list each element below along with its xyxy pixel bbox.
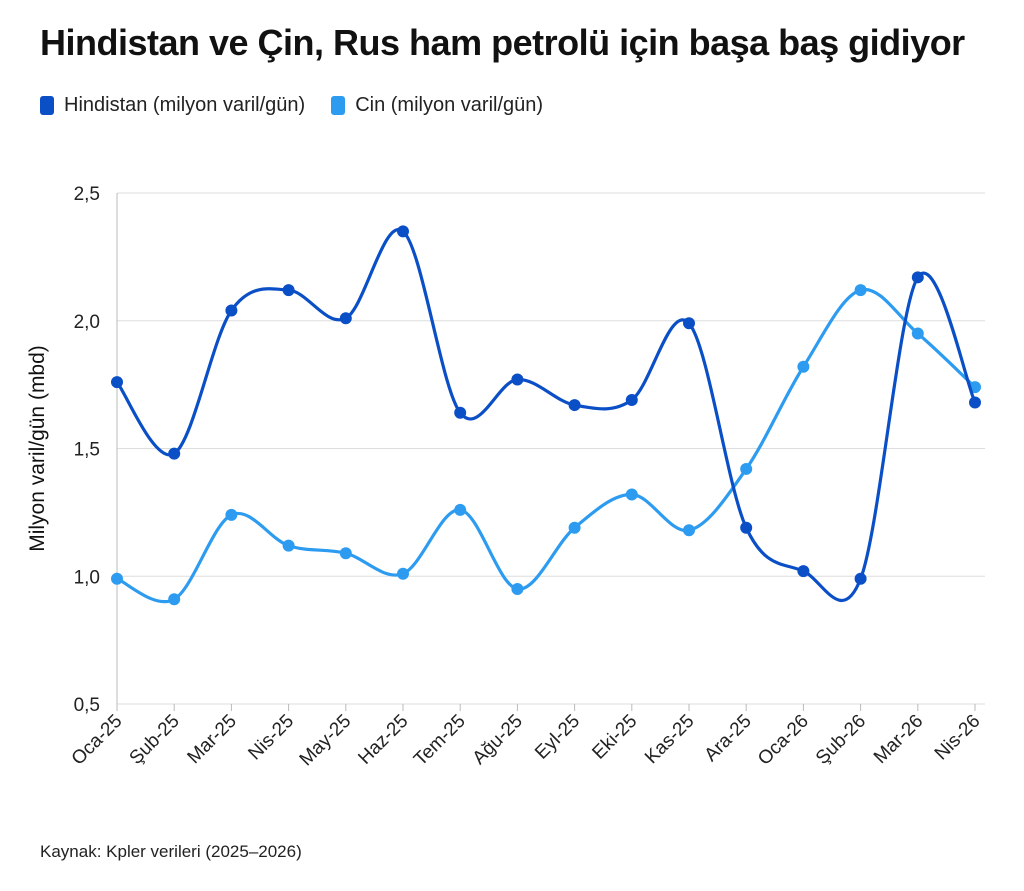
data-point-india bbox=[111, 376, 123, 389]
data-point-china bbox=[225, 508, 238, 521]
y-axis-title: Milyon varil/gün (mbd) bbox=[26, 345, 49, 552]
data-point-india bbox=[454, 406, 467, 419]
legend-item-china: Cin (milyon varil/gün) bbox=[331, 94, 543, 117]
series-line-china bbox=[115, 287, 977, 604]
data-point-china bbox=[797, 360, 810, 373]
series-group bbox=[111, 225, 981, 606]
x-tick-label: Tem-25 bbox=[410, 711, 470, 771]
x-tick-label: Oca-25 bbox=[68, 711, 127, 770]
data-point-india bbox=[397, 225, 409, 238]
data-point-china bbox=[168, 593, 181, 606]
x-tick-label: Şub-25 bbox=[126, 711, 184, 769]
gridlines bbox=[116, 192, 985, 705]
series-china bbox=[111, 284, 981, 606]
data-point-india bbox=[225, 304, 238, 317]
chart-title: Hindistan ve Çin, Rus ham petrolü için b… bbox=[40, 22, 965, 63]
data-point-india bbox=[568, 399, 581, 412]
x-tick-label: Şub-26 bbox=[812, 711, 870, 769]
y-tick-label: 2,5 bbox=[74, 184, 100, 205]
data-point-china bbox=[911, 327, 924, 340]
y-tick-label: 0,5 bbox=[74, 695, 100, 716]
x-tick-label: Kas-25 bbox=[641, 711, 698, 768]
y-tick-label: 1,0 bbox=[74, 567, 100, 588]
data-point-india bbox=[625, 393, 638, 406]
x-tick-label: Haz-25 bbox=[354, 711, 412, 769]
data-point-china bbox=[397, 567, 409, 580]
x-tick-label: Eyl-25 bbox=[531, 711, 584, 764]
data-point-india bbox=[854, 572, 867, 585]
x-tick-label: Mar-26 bbox=[870, 711, 927, 768]
y-tick-label: 1,5 bbox=[74, 440, 100, 461]
data-point-india bbox=[740, 521, 753, 534]
data-point-india bbox=[683, 317, 695, 330]
data-point-china bbox=[339, 547, 352, 560]
x-tick-label: Nis-26 bbox=[931, 711, 985, 765]
legend-swatch-india bbox=[40, 96, 54, 115]
data-point-china bbox=[854, 284, 867, 297]
y-axis-ticks: 0,5 1,0 1,5 2,0 2,5 bbox=[74, 184, 100, 716]
legend-swatch-china bbox=[331, 96, 346, 115]
data-point-india bbox=[911, 271, 924, 284]
data-point-india bbox=[969, 396, 981, 409]
data-point-india bbox=[339, 312, 352, 325]
data-point-china bbox=[683, 524, 695, 537]
data-point-china bbox=[282, 539, 295, 552]
legend-item-india: Hindistan (milyon varil/gün) bbox=[40, 94, 305, 117]
data-point-india bbox=[282, 284, 295, 297]
x-tick-label: May-25 bbox=[296, 711, 356, 771]
data-point-china bbox=[454, 503, 467, 516]
legend: Hindistan (milyon varil/gün) Cin (milyon… bbox=[40, 94, 569, 117]
x-tick-label: Oca-26 bbox=[754, 711, 813, 770]
data-point-india bbox=[797, 565, 810, 578]
x-tick-label: Ara-25 bbox=[701, 711, 756, 766]
data-point-india bbox=[168, 447, 181, 460]
series-line-india bbox=[115, 227, 977, 603]
y-tick-label: 2,0 bbox=[74, 312, 100, 333]
data-point-china bbox=[511, 583, 524, 596]
data-point-china bbox=[625, 488, 638, 501]
x-tick-label: Eki-25 bbox=[588, 711, 641, 764]
data-point-india bbox=[511, 373, 524, 386]
data-point-china bbox=[568, 521, 581, 534]
data-point-china bbox=[111, 572, 123, 585]
legend-label-india: Hindistan (milyon varil/gün) bbox=[64, 94, 306, 116]
source-note: Kaynak: Kpler verileri (2025–2026) bbox=[40, 842, 302, 861]
series-india bbox=[111, 225, 981, 603]
x-tick-label: Nis-25 bbox=[244, 711, 298, 765]
x-tick-label: Mar-25 bbox=[184, 711, 241, 768]
data-point-china bbox=[740, 462, 753, 475]
x-tick-label: Ağu-25 bbox=[469, 711, 527, 769]
legend-label-china: Cin (milyon varil/gün) bbox=[355, 94, 544, 116]
